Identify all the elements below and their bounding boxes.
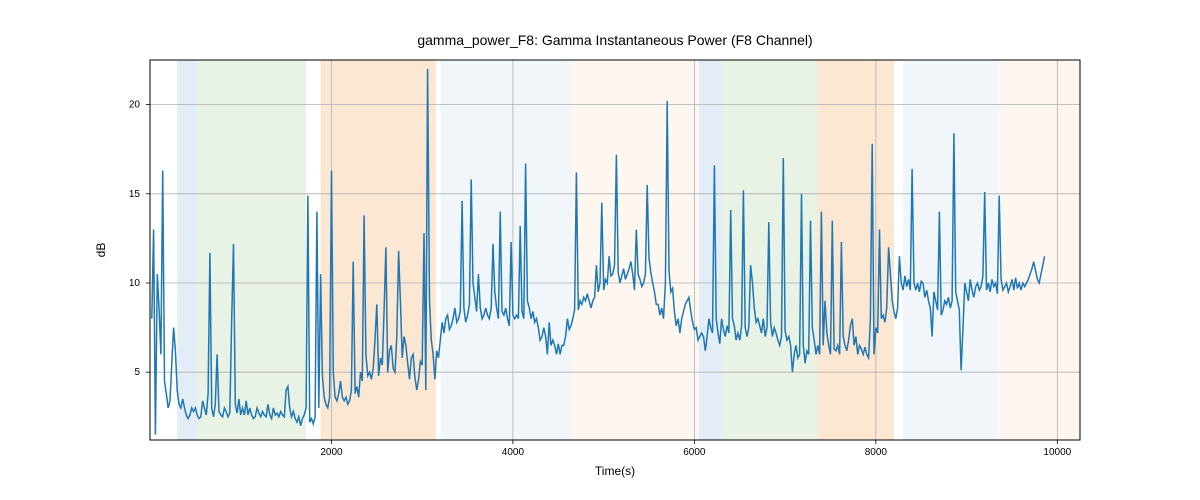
chart-container: 2000 4000 6000 8000 10000 5 10 15 20 gamma_powe… (0, 0, 1200, 500)
y-tick-label: 15 (129, 189, 141, 200)
x-tick-label: 2000 (320, 447, 343, 458)
y-tick-label: 5 (134, 367, 140, 378)
background-band (440, 60, 572, 440)
background-band (699, 60, 722, 440)
x-tick-label: 10000 (1043, 447, 1071, 458)
y-tick-label: 20 (129, 100, 141, 111)
x-tick-labels: 2000 4000 6000 8000 10000 (320, 447, 1071, 458)
x-tick-label: 6000 (683, 447, 706, 458)
y-axis-label: dB (94, 243, 108, 258)
background-band (177, 60, 197, 440)
chart-svg: 2000 4000 6000 8000 10000 5 10 15 20 gamma_powe… (0, 0, 1200, 500)
background-band (998, 60, 1080, 440)
chart-title: gamma_power_F8: Gamma Instantaneous Powe… (417, 32, 812, 48)
x-tick-label: 8000 (865, 447, 888, 458)
y-tick-labels: 5 10 15 20 (129, 100, 141, 379)
x-tick-label: 4000 (502, 447, 525, 458)
background-band (197, 60, 306, 440)
background-band (817, 60, 894, 440)
y-tick-label: 10 (129, 278, 141, 289)
x-axis-label: Time(s) (595, 464, 635, 478)
